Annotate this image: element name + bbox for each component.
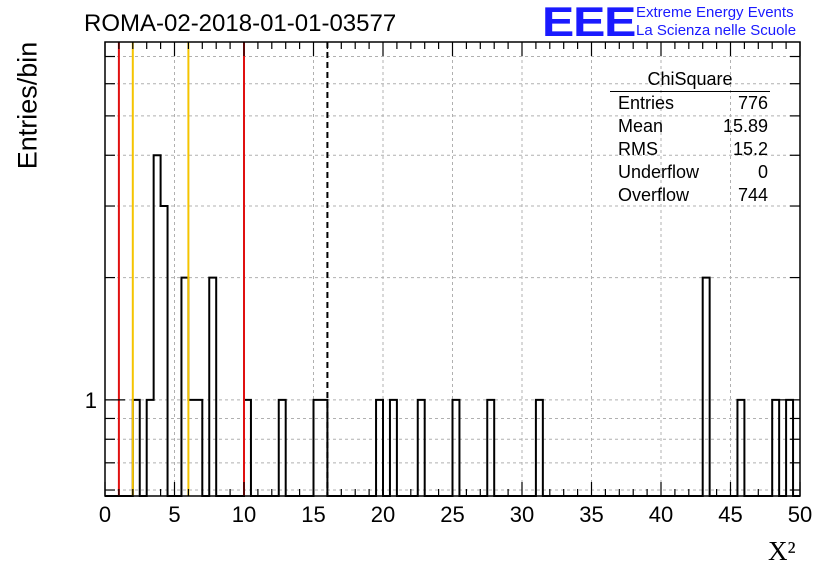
stats-row-underflow: Underflow 0 [610, 161, 778, 184]
x-tick-label: 15 [301, 502, 325, 527]
x-tick-label: 35 [579, 502, 603, 527]
x-tick-label: 50 [788, 502, 812, 527]
stats-value: 744 [737, 185, 768, 205]
x-tick-label: 20 [371, 502, 395, 527]
stats-box: ChiSquare Entries 776 Mean 15.89 RMS 15.… [610, 68, 778, 207]
x-tick-label: 5 [168, 502, 180, 527]
x-axis-label: X² [768, 536, 796, 566]
stats-value: 776 [737, 93, 768, 113]
x-tick-label: 10 [232, 502, 256, 527]
stats-row-entries: Entries 776 [610, 92, 778, 115]
stats-row-overflow: Overflow 744 [610, 184, 778, 207]
x-tick-label: 45 [718, 502, 742, 527]
stats-value: 15.89 [722, 116, 768, 136]
x-tick-label: 25 [440, 502, 464, 527]
stats-label: RMS [618, 139, 658, 159]
stats-label: Overflow [618, 185, 690, 205]
y-tick-label: 1 [85, 388, 97, 413]
logo-mark: EEE [542, 0, 636, 45]
stats-value: 15.2 [732, 139, 768, 159]
chart-title: ROMA-02-2018-01-01-03577 [84, 10, 397, 37]
x-tick-label: 30 [510, 502, 534, 527]
x-tick-label: 40 [649, 502, 673, 527]
y-axis-label: Entries/bin [12, 41, 43, 170]
logo-line-1: Extreme Energy Events [636, 4, 794, 21]
x-tick-label: 0 [99, 502, 111, 527]
stats-label: Entries [618, 93, 675, 113]
stats-title: ChiSquare [610, 68, 770, 92]
stats-row-mean: Mean 15.89 [610, 115, 778, 138]
stats-label: Underflow [618, 162, 700, 182]
stats-label: Mean [618, 116, 664, 136]
stats-value: 0 [757, 162, 768, 182]
stats-row-rms: RMS 15.2 [610, 138, 778, 161]
logo-line-2: La Scienza nelle Scuole [636, 22, 797, 39]
